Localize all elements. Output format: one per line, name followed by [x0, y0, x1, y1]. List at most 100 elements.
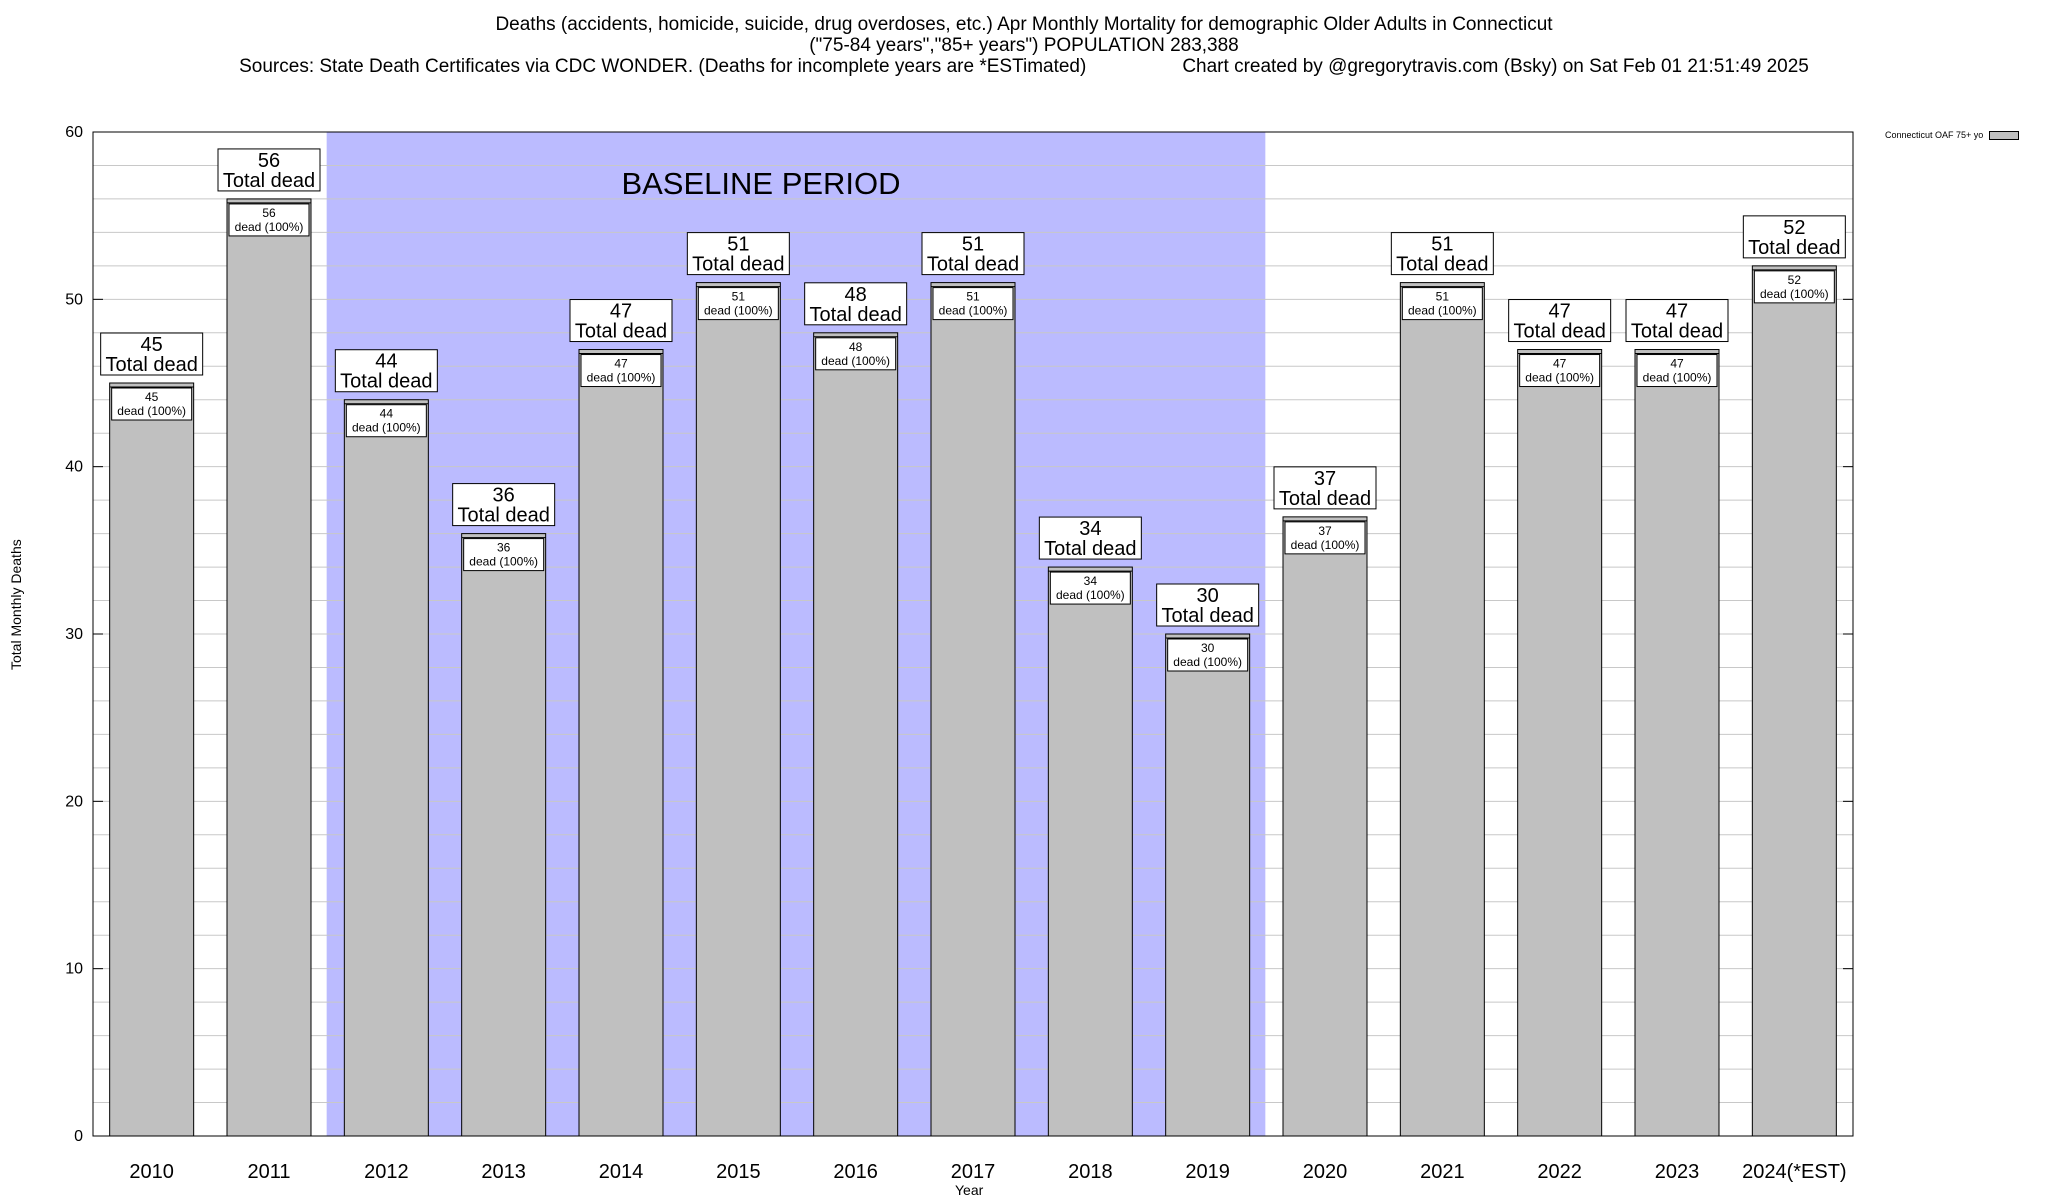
x-tick-label: 2011: [247, 1161, 290, 1183]
total-label-box: [1273, 466, 1377, 510]
inner-label-value: 47: [1553, 357, 1567, 371]
inner-label-text: dead (100%): [1056, 588, 1125, 602]
inner-label-text: dead (100%): [1173, 655, 1242, 669]
total-label-box: [100, 332, 204, 376]
total-label-text: Total dead: [106, 354, 198, 376]
bar: [1517, 349, 1603, 1137]
bar: [461, 533, 547, 1137]
total-label-box: [569, 299, 673, 343]
inner-label-box: [1519, 354, 1601, 388]
total-label-text: Total dead: [340, 371, 432, 393]
total-label-value: 47: [610, 301, 632, 323]
total-label-value: 48: [845, 284, 867, 306]
inner-label-box: [228, 203, 310, 237]
inner-label-text: dead (100%): [117, 404, 186, 418]
total-label-box: [1156, 583, 1260, 627]
total-label-box: [921, 232, 1025, 276]
x-tick-label: 2010: [129, 1161, 174, 1183]
credit-text: Chart created by @gregorytravis.com (Bsk…: [1182, 56, 1809, 77]
x-tick-label: 2019: [1185, 1161, 1230, 1183]
bar: [930, 282, 1016, 1137]
inner-label-box: [932, 287, 1014, 321]
inner-label-box: [345, 404, 427, 438]
inner-label-value: 30: [1201, 641, 1215, 655]
total-label-value: 45: [141, 334, 163, 356]
y-tick-label: 0: [74, 1128, 83, 1145]
total-label-value: 30: [1197, 585, 1219, 607]
total-label-box: [1390, 232, 1494, 276]
total-label-value: 47: [1666, 301, 1688, 323]
total-label-box: [1038, 516, 1142, 560]
inner-label-value: 51: [732, 290, 746, 304]
bar: [1634, 349, 1720, 1137]
inner-label-value: 37: [1318, 524, 1332, 538]
x-tick-label: 2012: [364, 1161, 409, 1183]
total-label-text: Total dead: [1396, 254, 1488, 276]
total-label-text: Total dead: [810, 304, 902, 326]
x-tick-label: 2021: [1420, 1161, 1465, 1183]
total-label-value: 56: [258, 150, 280, 172]
inner-label-box: [580, 354, 662, 388]
y-tick-label: 10: [65, 961, 83, 978]
total-label-text: Total dead: [1044, 538, 1136, 560]
inner-label-value: 47: [1670, 357, 1684, 371]
total-label-text: Total dead: [1279, 488, 1371, 510]
y-tick-label: 40: [65, 459, 83, 476]
total-label-text: Total dead: [1162, 605, 1254, 627]
total-label-value: 36: [493, 485, 515, 507]
inner-label-text: dead (100%): [352, 421, 421, 435]
inner-label-box: [1636, 354, 1718, 388]
bar: [1399, 282, 1485, 1137]
inner-label-box: [1167, 638, 1249, 672]
chart-sources-line: Sources: State Death Certificates via CD…: [0, 56, 2048, 77]
y-tick-label: 60: [65, 124, 83, 141]
inner-label-value: 45: [145, 390, 159, 404]
chart-title-line-2: ("75-84 years","85+ years") POPULATION 2…: [809, 35, 1239, 56]
inner-label-value: 56: [262, 206, 276, 220]
total-label-text: Total dead: [458, 505, 550, 527]
inner-label-value: 47: [614, 357, 628, 371]
inner-label-box: [463, 538, 545, 572]
y-tick-label: 20: [65, 793, 83, 810]
x-tick-label: 2018: [1068, 1161, 1113, 1183]
inner-label-value: 36: [497, 541, 511, 555]
y-tick-label: 50: [65, 291, 83, 308]
inner-label-box: [111, 387, 193, 421]
inner-label-text: dead (100%): [1408, 304, 1477, 318]
total-label-box: [804, 282, 908, 326]
inner-label-text: dead (100%): [1291, 538, 1360, 552]
total-label-value: 34: [1079, 518, 1101, 540]
total-label-text: Total dead: [223, 170, 315, 192]
legend: Connecticut OAF 75+ yo: [1885, 130, 2020, 140]
total-label-box: [334, 349, 438, 393]
total-label-text: Total dead: [1514, 321, 1606, 343]
inner-label-text: dead (100%): [704, 304, 773, 318]
inner-label-text: dead (100%): [469, 555, 538, 569]
x-tick-label: 2014: [599, 1161, 644, 1183]
inner-label-text: dead (100%): [939, 304, 1008, 318]
inner-label-box: [1284, 521, 1366, 555]
legend-label: Connecticut OAF 75+ yo: [1885, 130, 1984, 140]
bar: [1047, 566, 1133, 1137]
total-label-text: Total dead: [575, 321, 667, 343]
x-axis-label: Year: [955, 1182, 984, 1198]
inner-label-value: 51: [966, 290, 980, 304]
inner-label-value: 44: [380, 407, 394, 421]
x-tick-label: 2016: [833, 1161, 878, 1183]
y-tick-label: 30: [65, 626, 83, 643]
y-axis-label: Total Monthly Deaths: [8, 539, 24, 670]
bar: [695, 282, 781, 1137]
x-tick-label: 2024(*EST): [1742, 1161, 1847, 1183]
inner-label-box: [1753, 270, 1835, 304]
x-tick-label: 2020: [1303, 1161, 1348, 1183]
total-label-value: 51: [727, 234, 749, 256]
total-label-box: [452, 483, 556, 527]
inner-label-box: [697, 287, 779, 321]
bar: [1165, 633, 1251, 1137]
inner-label-box: [815, 337, 897, 371]
plot-border: [92, 131, 1854, 1137]
total-label-value: 37: [1314, 468, 1336, 490]
inner-label-text: dead (100%): [587, 371, 656, 385]
total-label-box: [686, 232, 790, 276]
